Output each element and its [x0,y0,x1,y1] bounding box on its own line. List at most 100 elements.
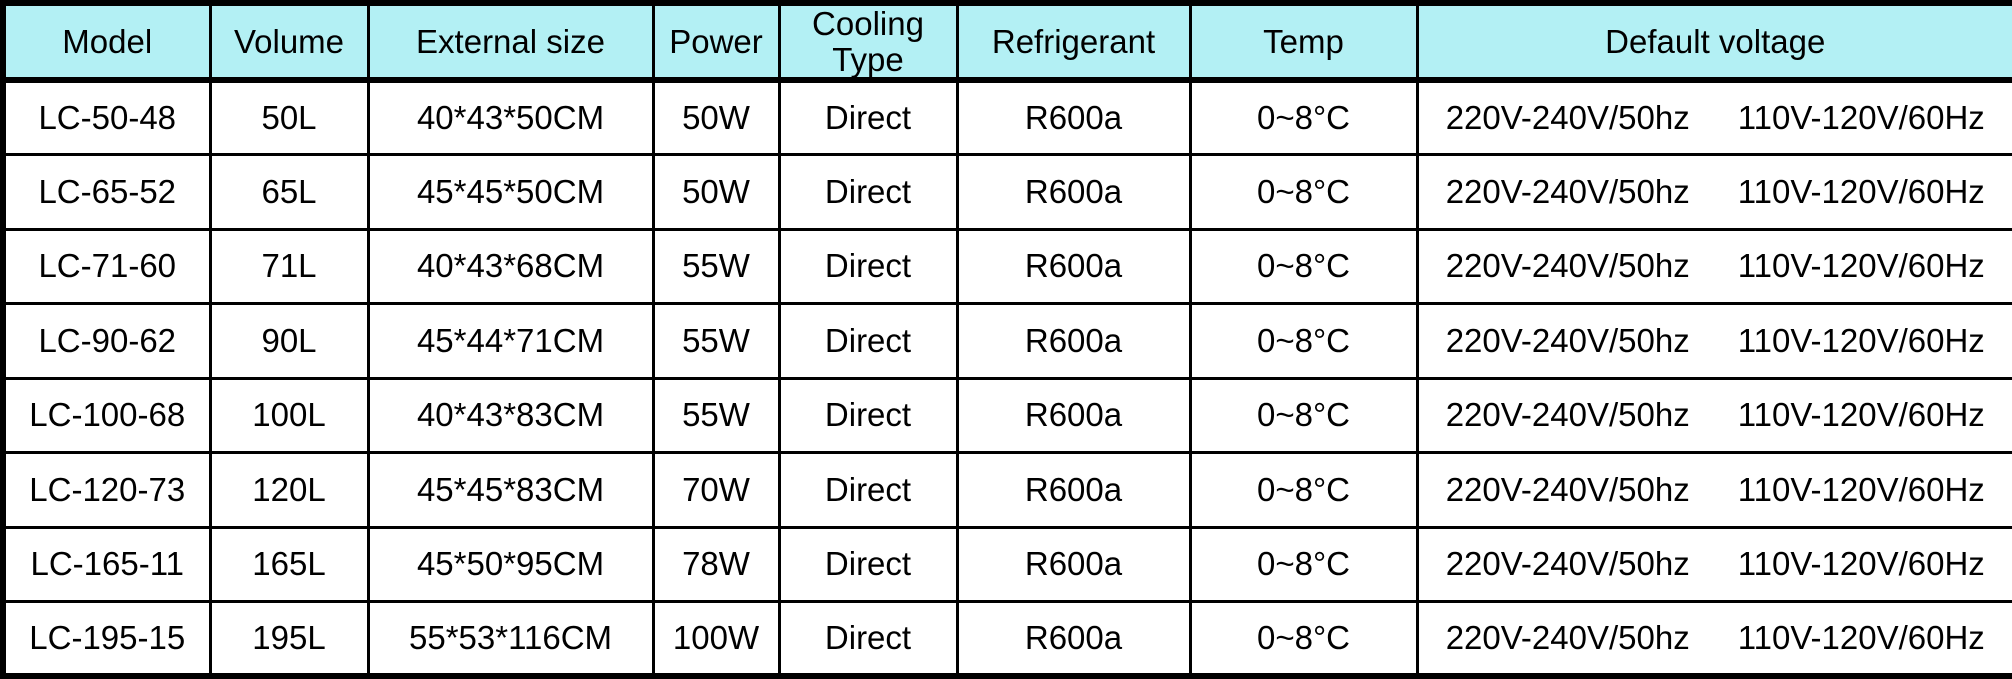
cell-external_size: 55*53*116CM [366,600,655,678]
cell-refrigerant: R600a [955,227,1192,306]
cell-power: 50W [651,153,781,231]
cell-power: 55W [651,227,781,306]
voltage-value: 110V-120V/60Hz [1737,99,1985,137]
cell-volume: 195L [208,600,370,678]
cell-refrigerant: R600a [955,451,1192,529]
cell-model: LC-120-73 [1,451,212,529]
cell-cooling_type: Direct [777,78,959,157]
cell-refrigerant: R600a [955,600,1192,678]
voltage-value: 110V-120V/60Hz [1737,545,1985,583]
cell-refrigerant: R600a [955,376,1192,455]
cell-cooling_type: Direct [777,153,959,231]
cell-model: LC-71-60 [1,227,212,306]
voltage-value: 110V-120V/60Hz [1737,396,1985,434]
cell-temp: 0~8°C [1188,525,1419,604]
cell-external_size: 45*50*95CM [366,525,655,604]
table-header: Model Volume External size Power Cooling Typ… [1,1,2012,84]
cell-temp: 0~8°C [1188,153,1419,231]
voltage-value: 220V-240V/50hz [1445,247,1690,285]
cell-cooling_type: Direct [777,525,959,604]
cell-model: LC-195-15 [1,600,212,678]
voltage-value: 220V-240V/50hz [1445,172,1690,210]
cell-model: LC-165-11 [1,525,212,604]
cell-default_voltage: 220V-240V/50hz 110V-120V/60Hz [1415,600,2012,678]
cell-default_voltage: 220V-240V/50hz 110V-120V/60Hz [1415,153,2012,231]
cell-refrigerant: R600a [955,153,1192,231]
cell-power: 55W [651,376,781,455]
cell-temp: 0~8°C [1188,376,1419,455]
cell-power: 55W [651,302,781,380]
cell-volume: 71L [208,227,370,306]
table-row: LC-50-48 50L 40*43*50CM 50W Direct R600a 0~8°C… [1,78,2012,157]
column-header-refrigerant: Refrigerant [955,1,1192,84]
column-header-default_voltage: Default voltage [1415,1,2012,84]
cell-temp: 0~8°C [1188,451,1419,529]
cell-temp: 0~8°C [1188,600,1419,678]
voltage-value: 110V-120V/60Hz [1737,619,1985,657]
cell-default_voltage: 220V-240V/50hz 110V-120V/60Hz [1415,376,2012,455]
cell-cooling_type: Direct [777,302,959,380]
voltage-value: 110V-120V/60Hz [1737,247,1985,285]
voltage-value: 110V-120V/60Hz [1737,321,1985,359]
cell-cooling_type: Direct [777,376,959,455]
cell-default_voltage: 220V-240V/50hz 110V-120V/60Hz [1415,227,2012,306]
cell-temp: 0~8°C [1188,78,1419,157]
column-header-temp: Temp [1188,1,1419,84]
voltage-value: 220V-240V/50hz [1445,619,1690,657]
cell-temp: 0~8°C [1188,227,1419,306]
voltage-value: 220V-240V/50hz [1445,99,1690,137]
cell-external_size: 40*43*68CM [366,227,655,306]
column-header-model: Model [1,1,212,84]
cell-refrigerant: R600a [955,525,1192,604]
cell-external_size: 45*44*71CM [366,302,655,380]
cell-model: LC-90-62 [1,302,212,380]
cell-external_size: 40*43*83CM [366,376,655,455]
cell-model: LC-50-48 [1,78,212,157]
cell-default_voltage: 220V-240V/50hz 110V-120V/60Hz [1415,78,2012,157]
column-header-cooling_type: Cooling Type [777,1,959,84]
cell-default_voltage: 220V-240V/50hz 110V-120V/60Hz [1415,525,2012,604]
cell-volume: 100L [208,376,370,455]
column-header-external_size: External size [366,1,655,84]
cell-refrigerant: R600a [955,78,1192,157]
table-row: LC-71-60 71L 40*43*68CM 55W Direct R600a 0~8°C… [1,227,2012,306]
header-row: Model Volume External size Power Cooling Typ… [1,1,2012,84]
cell-default_voltage: 220V-240V/50hz 110V-120V/60Hz [1415,302,2012,380]
cell-refrigerant: R600a [955,302,1192,380]
cell-power: 50W [651,78,781,157]
cell-cooling_type: Direct [777,227,959,306]
cell-external_size: 45*45*83CM [366,451,655,529]
cell-volume: 90L [208,302,370,380]
cell-cooling_type: Direct [777,600,959,678]
table-body: LC-50-48 50L 40*43*50CM 50W Direct R600a 0~8°C… [1,78,2012,678]
table-row: LC-65-52 65L 45*45*50CM 50W Direct R600a 0~8°C… [1,153,2012,231]
voltage-value: 220V-240V/50hz [1445,396,1690,434]
cell-volume: 165L [208,525,370,604]
cell-volume: 120L [208,451,370,529]
table-row: LC-90-62 90L 45*44*71CM 55W Direct R600a 0~8°C… [1,302,2012,380]
cell-default_voltage: 220V-240V/50hz 110V-120V/60Hz [1415,451,2012,529]
table-row: LC-120-73 120L 45*45*83CM 70W Direct R600a 0~8… [1,451,2012,529]
voltage-value: 220V-240V/50hz [1445,545,1690,583]
cell-external_size: 45*45*50CM [366,153,655,231]
voltage-value: 220V-240V/50hz [1445,321,1690,359]
cell-volume: 50L [208,78,370,157]
table-row: LC-195-15 195L 55*53*116CM 100W Direct R600a 0… [1,600,2012,678]
cell-external_size: 40*43*50CM [366,78,655,157]
voltage-value: 110V-120V/60Hz [1737,470,1985,508]
voltage-value: 220V-240V/50hz [1445,470,1690,508]
column-header-power: Power [651,1,781,84]
cell-model: LC-100-68 [1,376,212,455]
cell-power: 100W [651,600,781,678]
table-row: LC-100-68 100L 40*43*83CM 55W Direct R600a 0~8… [1,376,2012,455]
cell-power: 78W [651,525,781,604]
cell-cooling_type: Direct [777,451,959,529]
cell-model: LC-65-52 [1,153,212,231]
cell-volume: 65L [208,153,370,231]
table-row: LC-165-11 165L 45*50*95CM 78W Direct R600a 0~8… [1,525,2012,604]
voltage-value: 110V-120V/60Hz [1737,172,1985,210]
column-header-volume: Volume [208,1,370,84]
cell-temp: 0~8°C [1188,302,1419,380]
